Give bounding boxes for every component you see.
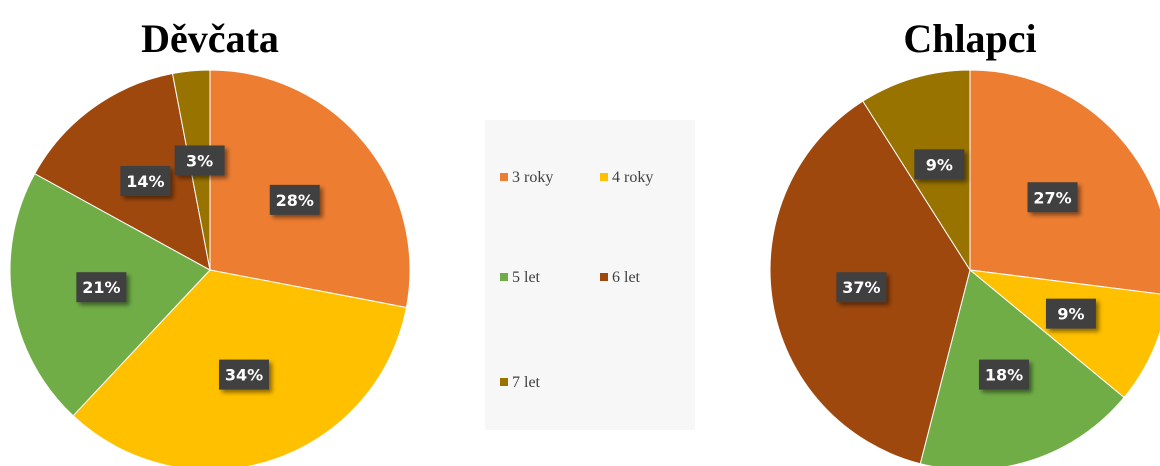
data-label: 9% xyxy=(1057,305,1084,324)
legend-label: 3 roky xyxy=(512,169,553,186)
legend-swatch xyxy=(600,173,608,181)
data-label: 14% xyxy=(126,172,164,191)
data-label-box xyxy=(120,166,171,197)
data-label: 28% xyxy=(276,191,314,210)
chart-title: Chlapci xyxy=(903,16,1036,61)
data-label: 27% xyxy=(1033,188,1071,207)
data-label-box xyxy=(978,359,1029,390)
data-label-box xyxy=(218,359,269,390)
data-label: 9% xyxy=(926,155,953,174)
data-label: 37% xyxy=(842,278,880,297)
data-label-box xyxy=(914,149,965,180)
data-label-box xyxy=(269,184,320,215)
legend-label: 6 let xyxy=(612,269,641,286)
pie-slice xyxy=(968,269,1160,399)
legend-label: 4 roky xyxy=(612,169,653,186)
data-label-box xyxy=(76,272,127,303)
data-label: 18% xyxy=(985,366,1023,385)
legend-swatch xyxy=(600,273,608,281)
pie-slice xyxy=(969,69,1160,295)
legend-swatch xyxy=(500,273,508,281)
data-label-box xyxy=(1027,182,1078,213)
data-label: 34% xyxy=(225,366,263,385)
legend-box xyxy=(485,120,695,430)
legend-swatch xyxy=(500,378,508,386)
legend-label: 7 let xyxy=(512,374,541,391)
data-label-box xyxy=(1045,298,1096,329)
data-label: 3% xyxy=(186,151,213,170)
chart-title: Děvčata xyxy=(141,16,279,61)
data-label-box xyxy=(174,145,225,176)
legend-swatch xyxy=(500,173,508,181)
data-label: 21% xyxy=(82,278,120,297)
legend-label: 5 let xyxy=(512,269,541,286)
data-label-box xyxy=(836,272,887,303)
